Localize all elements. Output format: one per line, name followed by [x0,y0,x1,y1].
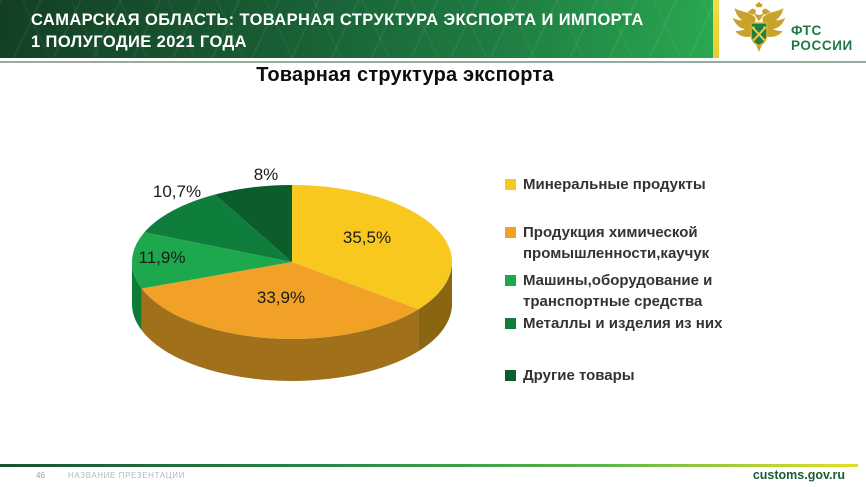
pie-slice-label-machines: 11,9% [138,248,186,267]
legend-item-mineral: Минеральные продукты [505,174,755,195]
pie-slice-label-chemical: 33,9% [256,288,306,307]
legend-label: Металлы и изделия из них [523,315,723,332]
footer-divider [0,464,858,467]
legend-item-other: Другие товары [505,365,755,386]
legend-swatch-icon [505,179,516,190]
legend-label: Другие товары [523,367,635,384]
page-number: 46 [36,471,45,480]
pie-slice-label-metals: 10,7% [152,182,202,201]
header-accent-strip [713,0,719,58]
fts-logo-line1: ФТС [791,23,822,38]
header-band: САМАРСКАЯ ОБЛАСТЬ: ТОВАРНАЯ СТРУКТУРА ЭК… [0,0,713,58]
fts-logo-text: ФТС РОССИИ [791,23,853,53]
pie-slice-side [132,262,142,331]
pie-slice [144,194,292,262]
legend-item-metals: Металлы и изделия из них [505,313,755,334]
pie-slice-label-other: 8% [253,165,279,184]
legend-item-chemical: Продукция химической промышленности,кауч… [505,222,755,264]
fts-logo-line2: РОССИИ [791,38,853,53]
legend-swatch-icon [505,275,516,286]
presentation-name: НАЗВАНИЕ ПРЕЗЕНТАЦИИ [68,471,185,480]
pie-slice [141,262,419,339]
pie-slice-label-mineral: 35,5% [342,228,392,247]
legend-label: Машины,оборудование и транспортные средс… [523,272,713,310]
header-title-line1: САМАРСКАЯ ОБЛАСТЬ: ТОВАРНАЯ СТРУКТУРА ЭК… [31,11,644,29]
slide-header-title: САМАРСКАЯ ОБЛАСТЬ: ТОВАРНАЯ СТРУКТУРА ЭК… [0,0,713,53]
pie-chart[interactable] [90,148,500,408]
pie-slice [132,232,292,289]
pie-slice [292,185,453,310]
legend-label: Минеральные продукты [523,176,706,193]
legend-label: Продукция химической промышленности,кауч… [523,224,710,262]
logo-area: ФТС РОССИИ [719,0,866,58]
fts-emblem-eagle-icon [732,2,786,52]
website-link[interactable]: customs.gov.ru [752,468,845,482]
legend-swatch-icon [505,227,516,238]
legend-item-machines: Машины,оборудование и транспортные средс… [505,270,755,312]
legend-swatch-icon [505,318,516,329]
header-divider [0,61,866,63]
pie-slice [214,185,292,262]
pie-slice-side [418,262,452,352]
chart-title: Товарная структура экспорта [256,64,554,86]
legend-swatch-icon [505,370,516,381]
pie-slice-side [141,288,419,381]
header-title-line2: 1 ПОЛУГОДИЕ 2021 ГОДА [31,32,247,51]
